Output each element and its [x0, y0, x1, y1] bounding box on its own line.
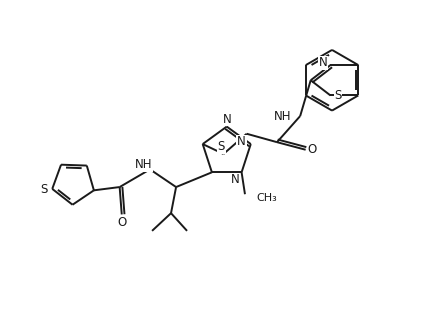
Text: S: S — [40, 183, 47, 196]
Text: NH: NH — [273, 110, 291, 123]
Text: S: S — [218, 140, 225, 153]
Text: NH: NH — [135, 158, 152, 171]
Text: N: N — [231, 173, 240, 187]
Text: S: S — [334, 89, 342, 102]
Text: N: N — [223, 113, 232, 125]
Text: CH₃: CH₃ — [257, 192, 278, 203]
Text: N: N — [318, 57, 327, 69]
Text: N: N — [237, 136, 246, 148]
Text: O: O — [307, 143, 317, 156]
Text: O: O — [117, 215, 126, 229]
